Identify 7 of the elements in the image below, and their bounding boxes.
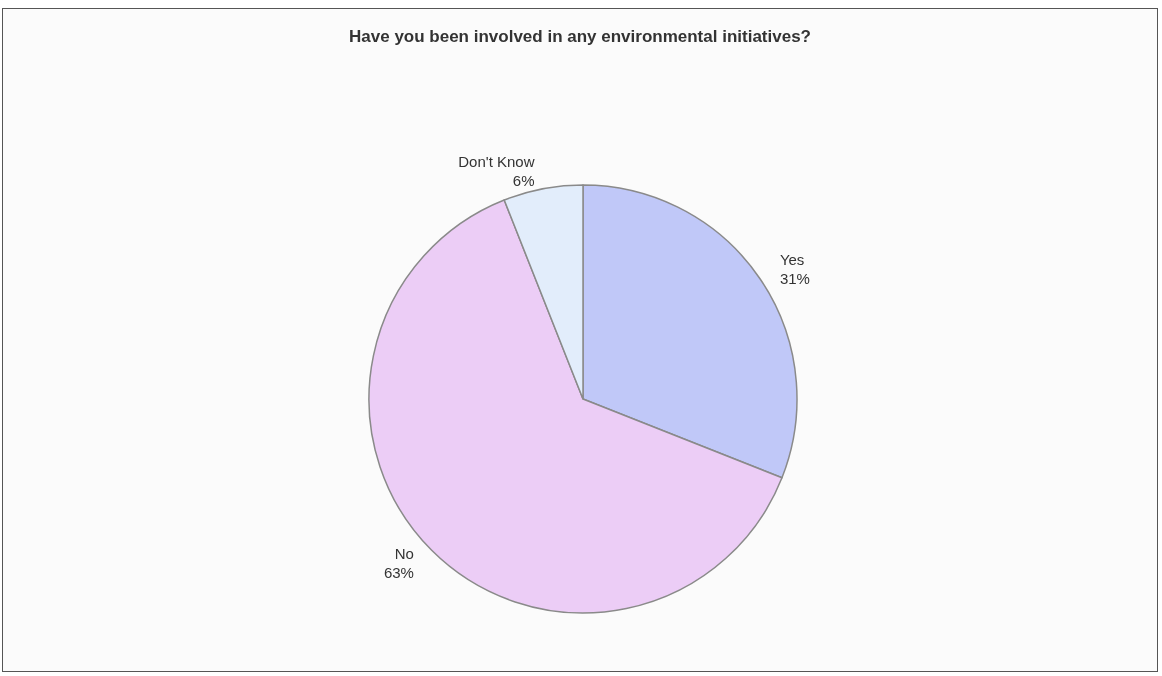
data-label: 6% <box>512 172 535 190</box>
data-label: 31% <box>779 269 810 287</box>
data-label: 63% <box>383 564 414 582</box>
chart-title: Have you been involved in any environmental initiatives? <box>349 27 811 46</box>
slice-label: Don't Know <box>458 153 535 171</box>
slice-label: No <box>394 545 414 563</box>
slice-label: Yes <box>779 250 805 268</box>
